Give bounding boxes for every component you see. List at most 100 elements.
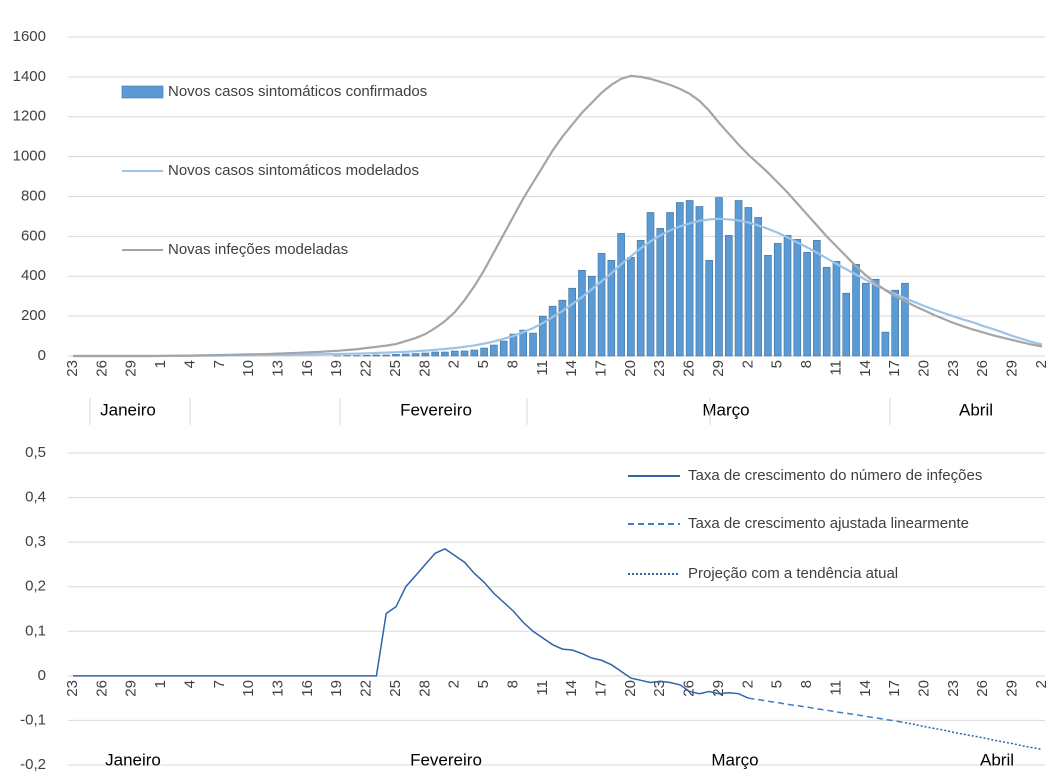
legend-label: Taxa de crescimento ajustada linearmente [688,515,969,532]
y-tick-label: 200 [21,307,46,324]
x-tick-label: 29 [1004,360,1021,377]
x-tick-label: 22 [358,360,375,377]
bar [509,333,518,357]
bar [411,353,420,357]
x-tick-label: 28 [416,360,433,377]
x-tick-label: 2 [446,680,463,688]
y-tick-label: 1400 [13,68,46,85]
bar [832,260,841,357]
x-tick-label: 26 [974,360,991,377]
legend-label: Projeção com a tendência atual [688,565,898,582]
x-tick-label: 14 [857,680,874,697]
bar [470,349,479,357]
x-tick-label: 20 [622,360,639,377]
month-label: Janeiro [105,750,161,769]
x-tick-label: 16 [299,680,316,697]
bar [539,315,547,357]
x-tick-label: 17 [886,360,903,377]
x-tick-label: 23 [64,680,81,697]
bar [676,202,684,357]
bar [891,289,899,357]
x-tick-label: 26 [681,360,698,377]
bar [813,240,821,357]
x-tick-label: 7 [211,360,228,368]
bar [499,340,508,357]
x-tick-label: 5 [475,360,492,368]
month-label: Abril [959,400,993,419]
x-tick-label: 29 [1004,680,1021,697]
x-tick-label: 20 [622,680,639,697]
y-tick-label: 1000 [13,148,46,165]
bar [607,259,616,357]
x-tick-label: 23 [64,360,81,377]
x-tick-label: 25 [387,360,404,377]
bar [734,200,743,357]
month-label: Abril [980,750,1014,769]
x-tick-label: 11 [534,680,551,696]
bar [529,332,537,357]
bar [490,344,498,357]
bar [450,350,459,357]
month-label: Março [711,750,758,769]
x-tick-label: 2 [446,360,463,368]
bar [587,275,596,357]
x-tick-label: 20 [916,360,933,377]
x-tick-label: 26 [93,360,110,377]
y-tick-label: 800 [21,187,46,204]
y-tick-label: 0,2 [25,578,46,595]
bar [773,243,782,357]
x-tick-label: 2 [739,360,756,368]
x-tick-label: 5 [769,360,786,368]
x-tick-label: 22 [358,680,375,697]
x-tick-label: 26 [681,680,698,697]
x-tick-label: 2 [1033,680,1050,688]
bar [460,350,469,357]
x-tick-label: 29 [710,360,727,377]
bar [842,292,851,357]
x-tick-label: 13 [270,680,287,697]
x-tick-label: 23 [651,680,668,697]
bar [754,217,762,357]
bar [705,259,714,357]
x-tick-label: 8 [798,680,815,688]
x-tick-label: 8 [504,680,521,688]
bar [636,240,645,357]
x-tick-label: 26 [93,680,110,697]
x-tick-label: 28 [416,680,433,697]
y-tick-label: 0,1 [25,622,46,639]
bar [519,329,528,357]
line [748,697,906,724]
y-tick-label: 0,5 [25,444,46,461]
x-tick-label: 13 [270,360,287,377]
y-tick-label: 0 [38,347,46,364]
y-tick-label: 600 [21,227,46,244]
bar [597,253,606,357]
x-tick-label: 16 [299,360,316,377]
bar [715,197,723,357]
bar [881,331,890,357]
bar [666,212,674,357]
x-tick-label: 14 [563,680,580,697]
line [73,74,1043,358]
x-tick-label: 2 [1033,360,1050,368]
bar [793,239,802,357]
bar [744,207,753,357]
bar [548,305,557,357]
month-label: Janeiro [100,400,156,419]
bar [862,282,870,357]
x-tick-label: 29 [123,680,140,697]
y-tick-label: -0,2 [20,756,46,773]
x-tick-label: 10 [240,360,257,377]
x-tick-label: 23 [945,680,962,697]
legend-label: Novos casos sintomáticos confirmados [168,83,427,100]
bar [480,347,488,357]
bar [724,235,733,357]
y-tick-label: 0,3 [25,533,46,550]
x-tick-label: 4 [181,360,198,368]
x-tick-label: 8 [798,360,815,368]
x-tick-label: 23 [945,360,962,377]
x-tick-label: 14 [563,360,580,377]
bar [558,299,567,357]
bar [568,287,576,357]
x-tick-label: 26 [974,680,991,697]
